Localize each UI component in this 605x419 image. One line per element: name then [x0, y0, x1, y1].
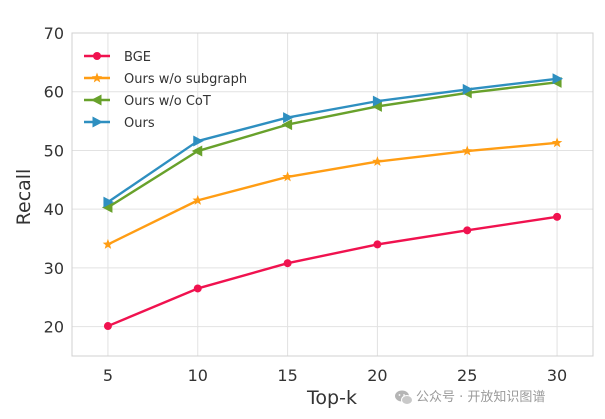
data-point-marker [282, 171, 293, 182]
data-point-marker [283, 259, 292, 268]
data-point-marker [102, 238, 114, 249]
legend-item: Ours w/o subgraph [84, 72, 247, 87]
wechat-icon [395, 390, 413, 405]
data-point-marker [462, 145, 473, 156]
series-line [107, 215, 558, 328]
data-point-marker [193, 135, 204, 147]
y-tick-label: 50 [44, 141, 64, 160]
y-tick-label: 20 [44, 318, 64, 337]
data-point-marker [552, 73, 564, 85]
watermark-text: 公众号 · 开放知识图谱 [416, 389, 545, 405]
data-point-marker [373, 240, 382, 249]
tick-labels: 5 10 15 20 25 30 20 30 40 50 60 70 [44, 24, 568, 385]
y-tick-label: 30 [44, 259, 64, 278]
series-ours-w-o-subgraph [102, 137, 563, 249]
legend-label: BGE [124, 50, 151, 65]
data-point-marker [553, 212, 562, 221]
legend-label: Ours w/o CoT [124, 94, 211, 109]
series-group [101, 73, 564, 331]
x-axis-label: Top-k [306, 387, 357, 409]
data-point-marker [191, 145, 203, 157]
y-tick-label: 60 [44, 83, 64, 102]
data-point-marker [283, 112, 294, 124]
data-point-marker [463, 226, 472, 235]
data-point-marker [91, 72, 103, 83]
series-bge [103, 212, 562, 331]
data-point-marker [281, 119, 293, 131]
y-tick-label: 40 [44, 200, 64, 219]
data-point-marker [92, 116, 103, 128]
data-point-marker [93, 52, 101, 60]
legend-item: Ours w/o CoT [84, 94, 211, 109]
data-point-marker [101, 201, 113, 213]
data-point-marker [371, 100, 382, 112]
series-line [107, 141, 558, 246]
data-point-marker [103, 196, 114, 208]
series-ours [103, 73, 564, 208]
data-point-marker [193, 284, 202, 293]
x-tick-label: 5 [103, 366, 113, 385]
plot-area-frame [71, 32, 594, 357]
data-point-marker [372, 156, 383, 167]
series-line [107, 81, 558, 209]
data-point-marker [192, 194, 203, 205]
x-tick-label: 15 [277, 366, 297, 385]
y-tick-label: 70 [44, 24, 64, 43]
x-tick-label: 30 [547, 366, 567, 385]
data-point-marker [372, 95, 384, 107]
series-line [107, 77, 558, 204]
data-point-marker [91, 94, 102, 106]
legend-label: Ours [124, 116, 155, 131]
watermark: 公众号 · 开放知识图谱 [395, 389, 545, 405]
x-tick-label: 10 [188, 366, 208, 385]
legend-item: BGE [84, 50, 151, 65]
legend-item: Ours [84, 116, 155, 131]
x-tick-label: 20 [367, 366, 387, 385]
y-axis-label: Recall [13, 169, 35, 226]
data-point-marker [462, 83, 474, 95]
data-point-marker [103, 322, 112, 331]
x-tick-label: 25 [457, 366, 477, 385]
legend-label: Ours w/o subgraph [124, 72, 247, 87]
legend: BGE Ours w/o subgraph Ours w/o CoT Ours [84, 50, 247, 131]
data-point-marker [551, 137, 563, 148]
